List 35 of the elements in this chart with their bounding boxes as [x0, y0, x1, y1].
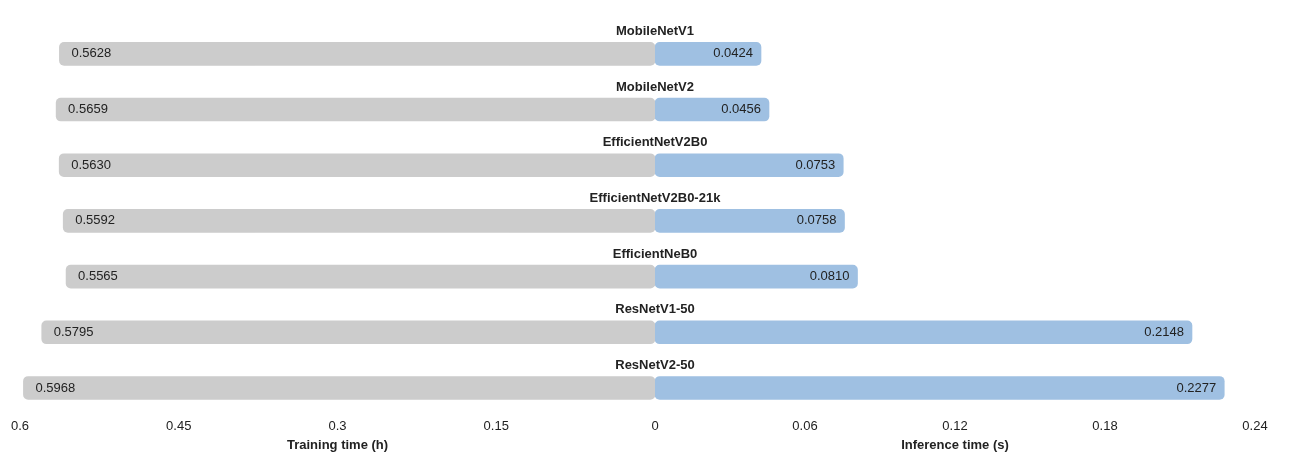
data-label: 0.0753 — [795, 156, 836, 172]
category-label: MobileNetV1 — [615, 22, 694, 38]
data-label: 0.5628 — [71, 45, 112, 61]
category-label: EfficientNeB0 — [612, 245, 698, 261]
x-axis-title: Training time (h) — [286, 436, 389, 452]
data-label: 0.5592 — [75, 212, 115, 228]
category-label: MobileNetV2 — [615, 78, 694, 94]
x-tick-label: 0 — [651, 418, 659, 434]
data-label: 0.0758 — [796, 212, 837, 228]
data-label: 0.0424 — [713, 45, 753, 61]
data-label: 0.2148 — [1144, 323, 1184, 339]
data-label: 0.5968 — [35, 379, 76, 395]
x-axis-title: Inference time (s) — [901, 436, 1009, 452]
bar — [655, 209, 845, 233]
data-label: 0.5795 — [53, 323, 94, 339]
bar — [655, 153, 844, 178]
data-label: 0.5565 — [78, 268, 118, 284]
x-tick-label: 0.15 — [483, 418, 509, 434]
category-label: EfficientNetV2B0 — [602, 134, 708, 150]
x-tick-label: 0.12 — [942, 418, 968, 434]
bar — [655, 42, 762, 66]
data-label: 0.5630 — [71, 156, 111, 172]
x-tick-label: 0.45 — [166, 418, 192, 434]
x-tick-label: 0.06 — [792, 418, 818, 434]
x-tick-label: 0.6 — [11, 418, 30, 434]
data-label: 0.0456 — [721, 101, 761, 117]
x-tick-label: 0.24 — [1242, 418, 1268, 434]
x-tick-label: 0.18 — [1092, 418, 1118, 434]
x-tick-label: 0.3 — [328, 418, 347, 434]
data-label: 0.0810 — [809, 268, 850, 284]
data-label: 0.2277 — [1176, 379, 1217, 395]
category-label: EfficientNetV2B0-21k — [589, 189, 721, 205]
category-label: ResNetV1-50 — [615, 301, 695, 317]
category-label: ResNetV2-50 — [615, 356, 695, 372]
data-label: 0.5659 — [68, 101, 108, 117]
